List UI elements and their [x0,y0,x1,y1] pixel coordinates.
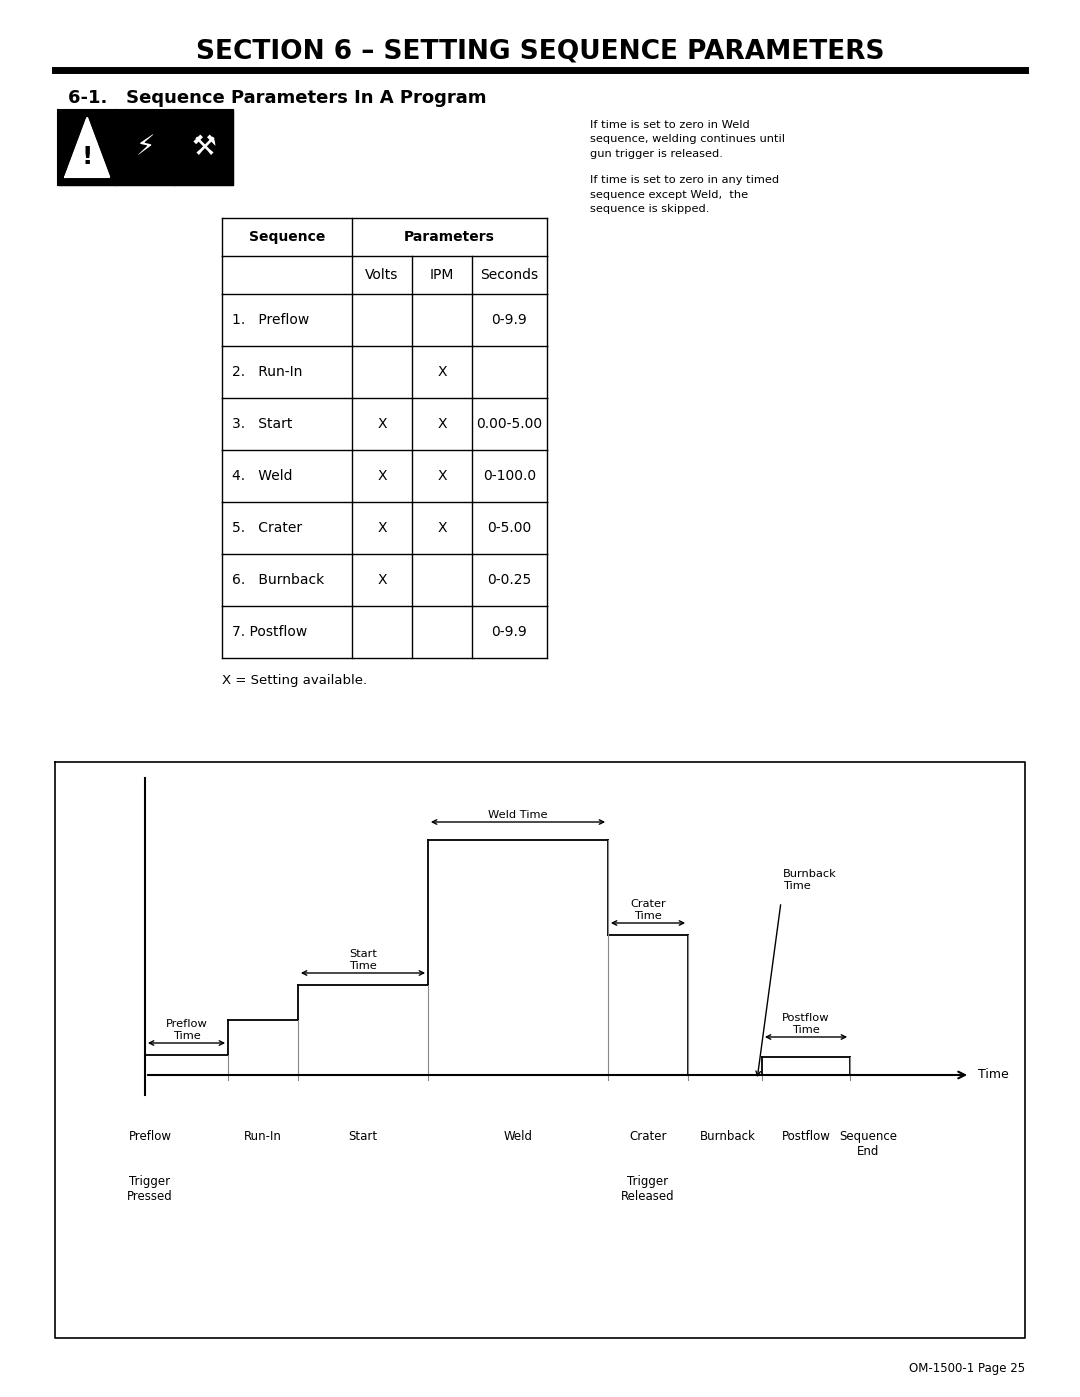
Bar [58,110,233,184]
Text: IPM: IPM [430,268,455,282]
Text: ⚡: ⚡ [136,134,156,162]
Text: 4.   Weld: 4. Weld [232,469,293,483]
Text: 3.   Start: 3. Start [232,416,293,432]
Text: Run-In: Run-In [244,1130,282,1143]
Text: Sequence: Sequence [248,231,325,244]
Text: X: X [437,469,447,483]
Text: 2.   Run-In: 2. Run-In [232,365,302,379]
Text: X: X [377,469,387,483]
Text: 6-1.   Sequence Parameters In A Program: 6-1. Sequence Parameters In A Program [68,89,486,108]
Bar [58,110,117,184]
Text: Burnback
Time: Burnback Time [783,869,837,891]
Text: sequence is skipped.: sequence is skipped. [590,204,710,214]
Text: !: ! [81,145,93,169]
Text: X: X [377,521,387,535]
Text: gun trigger is released.: gun trigger is released. [590,149,723,159]
Text: X: X [437,365,447,379]
Text: 0-9.9: 0-9.9 [491,313,527,327]
Text: 1.   Preflow: 1. Preflow [232,313,309,327]
Text: 7. Postflow: 7. Postflow [232,624,307,638]
Text: Seconds: Seconds [481,268,539,282]
Text: 0.00-5.00: 0.00-5.00 [476,416,542,432]
Text: Parameters: Parameters [404,231,495,244]
Text: X: X [437,521,447,535]
Text: Preflow: Preflow [129,1130,172,1143]
Polygon shape [65,117,109,177]
Text: 0-100.0: 0-100.0 [483,469,536,483]
Text: 0-5.00: 0-5.00 [487,521,531,535]
Text: 6.   Burnback: 6. Burnback [232,573,324,587]
Text: Weld: Weld [503,1130,532,1143]
Text: SECTION 6 – SETTING SEQUENCE PARAMETERS: SECTION 6 – SETTING SEQUENCE PARAMETERS [195,39,885,66]
Text: Postflow: Postflow [782,1130,831,1143]
Text: Burnback: Burnback [700,1130,756,1143]
Text: Start
Time: Start Time [349,950,377,971]
Text: 0-9.9: 0-9.9 [491,624,527,638]
Text: Weld Time: Weld Time [488,810,548,820]
Text: Volts: Volts [365,268,399,282]
Text: X: X [377,573,387,587]
Text: X: X [437,416,447,432]
Text: OM-1500-1 Page 25: OM-1500-1 Page 25 [909,1362,1025,1375]
Text: Crater: Crater [630,1130,666,1143]
Text: sequence except Weld,  the: sequence except Weld, the [590,190,748,200]
Bar [117,110,175,184]
Text: Trigger
Released: Trigger Released [621,1175,675,1203]
Text: If time is set to zero in Weld: If time is set to zero in Weld [590,120,750,130]
Text: Start: Start [349,1130,378,1143]
Text: Crater
Time: Crater Time [630,900,666,921]
Text: ⚒: ⚒ [191,134,216,162]
Text: Sequence
End: Sequence End [839,1130,897,1158]
Text: 0-0.25: 0-0.25 [487,573,531,587]
Text: sequence, welding continues until: sequence, welding continues until [590,134,785,144]
Text: If time is set to zero in any timed: If time is set to zero in any timed [590,175,779,184]
Text: 5.   Crater: 5. Crater [232,521,302,535]
Text: Preflow
Time: Preflow Time [165,1020,207,1041]
Bar [175,110,233,184]
Text: X: X [377,416,387,432]
Text: Postflow
Time: Postflow Time [782,1013,829,1035]
Text: Trigger
Pressed: Trigger Pressed [127,1175,173,1203]
Text: Time: Time [978,1069,1009,1081]
Text: X = Setting available.: X = Setting available. [222,673,367,687]
